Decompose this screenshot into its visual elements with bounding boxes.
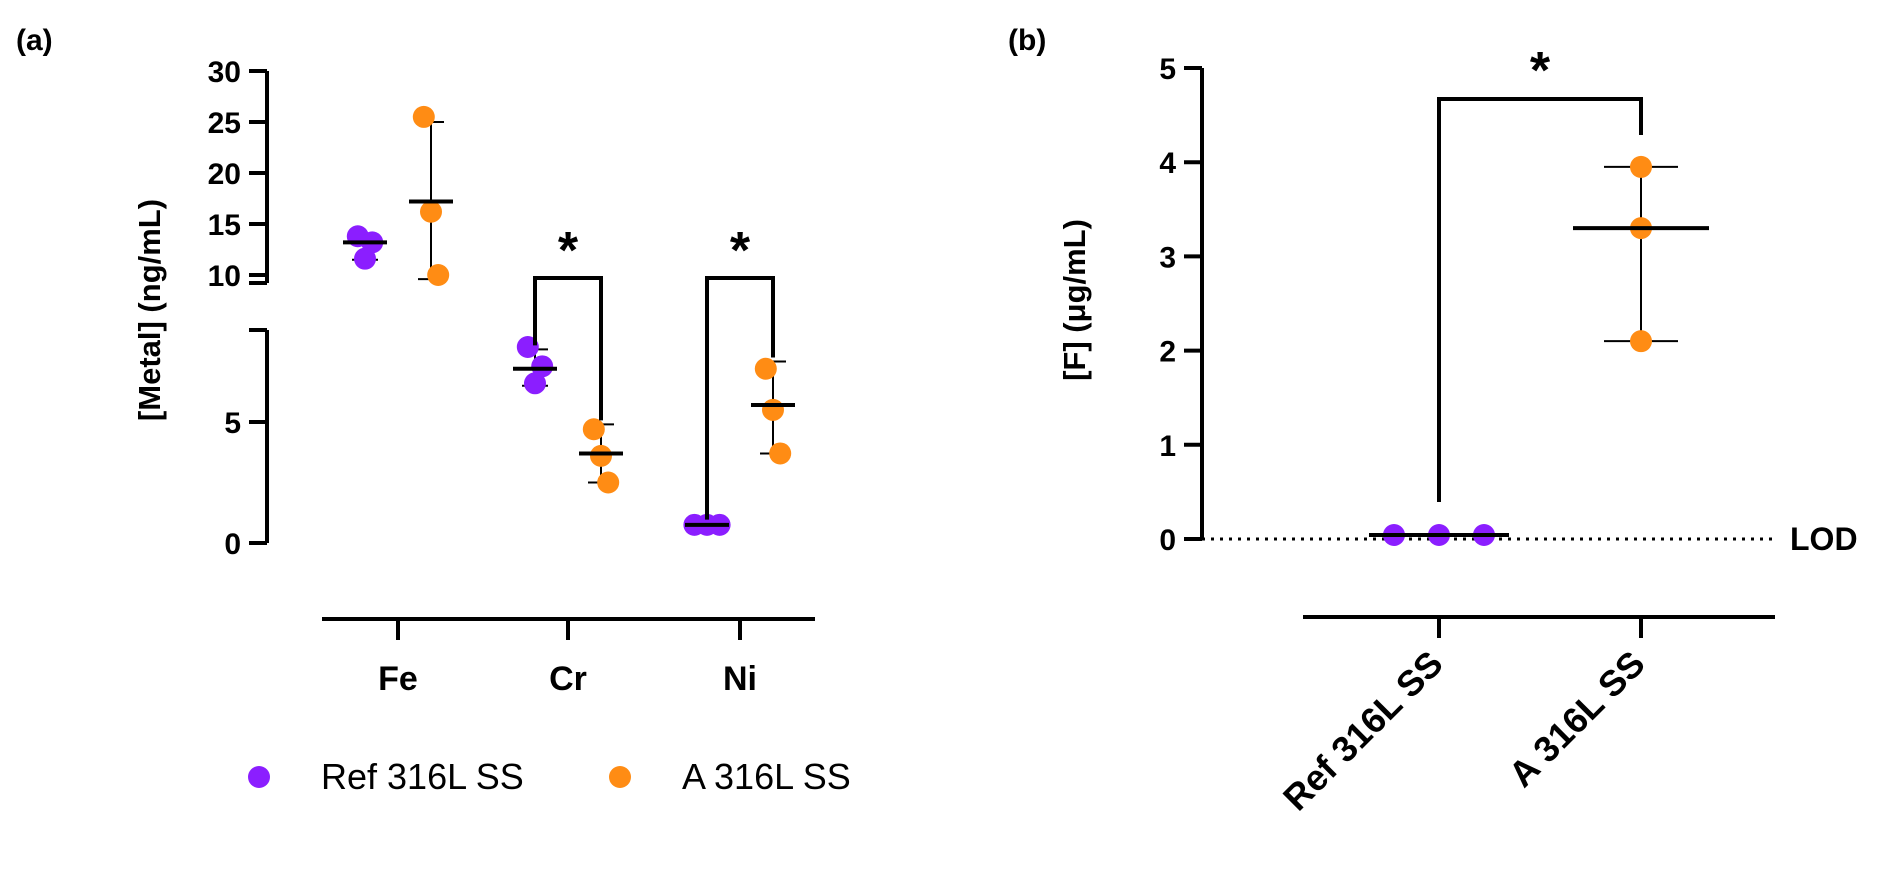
y-tick-label: 4 [1159, 147, 1176, 180]
data-point [590, 444, 612, 467]
data-point [762, 398, 784, 421]
significance-star: * [1530, 42, 1551, 100]
data-point [769, 442, 792, 465]
panel-b-ylabel: [F] (μg/mL) [1057, 219, 1092, 381]
y-tick-label: 25 [208, 107, 241, 140]
y-tick-label: 0 [224, 528, 241, 561]
y-tick-label: 30 [208, 56, 241, 89]
y-tick-label: 2 [1159, 336, 1176, 369]
legend-marker [609, 766, 631, 788]
significance-bracket [1437, 97, 1643, 502]
legend: Ref 316L SS A 316L SS [248, 756, 851, 797]
data-point [427, 264, 450, 286]
panel-b-plot: 0 1 2 3 4 5 LOD Ref 316L SS A 316L SS * [1159, 42, 1857, 818]
y-tick-label: 1 [1159, 430, 1176, 463]
data-point [754, 357, 777, 380]
lod-label: LOD [1790, 521, 1858, 557]
x-tick-label: Ni [723, 660, 757, 698]
data-point [597, 471, 620, 494]
x-tick-label: Cr [549, 660, 587, 698]
legend-label: A 316L SS [682, 756, 851, 797]
data-point [412, 105, 435, 128]
data-point [531, 355, 554, 378]
panel-a-plot: 10 15 20 25 30 0 5 Fe Cr Ni * * [208, 56, 815, 698]
legend-label: Ref 316L SS [321, 756, 524, 797]
data-point [582, 418, 605, 441]
panel-b-label: (b) [1008, 24, 1046, 57]
y-tick-label: 5 [224, 407, 241, 440]
significance-star: * [730, 222, 751, 280]
y-tick-label: 3 [1159, 241, 1176, 274]
data-point [1630, 155, 1652, 178]
y-tick-label: 5 [1159, 53, 1176, 86]
y-tick-label: 0 [1159, 524, 1176, 557]
data-point [1630, 330, 1652, 353]
x-tick-label: Ref 316L SS [1275, 643, 1451, 819]
y-tick-label: 15 [208, 209, 241, 242]
panel-a-ylabel: [Metal] (ng/mL) [132, 199, 167, 421]
panel-a-label: (a) [16, 24, 53, 57]
significance-star: * [558, 222, 579, 280]
significance-bracket [705, 276, 775, 520]
x-tick-label: Fe [378, 660, 418, 698]
y-tick-label: 20 [208, 158, 241, 191]
y-tick-label: 10 [208, 260, 241, 293]
data-point [524, 372, 546, 395]
x-tick-label: A 316L SS [1501, 643, 1653, 795]
significance-bracket [533, 276, 603, 421]
data-point [420, 200, 442, 223]
legend-marker [248, 766, 270, 788]
